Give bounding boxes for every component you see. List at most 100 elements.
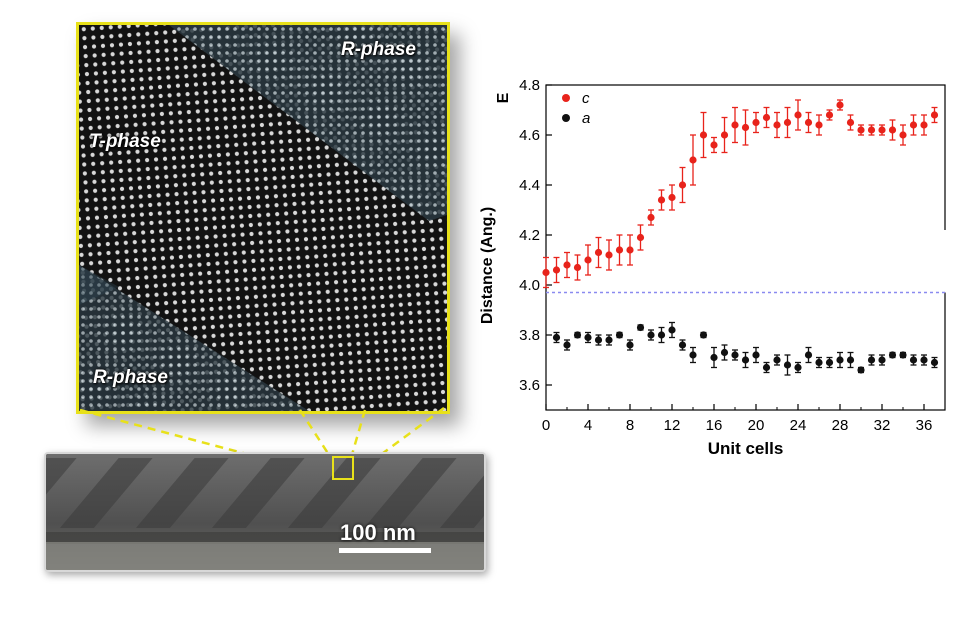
scale-bar-label: 100 nm [340, 520, 416, 545]
x-tick-label: 20 [748, 417, 765, 434]
data-point [636, 323, 645, 332]
scale-bar [339, 548, 431, 553]
data-point [836, 101, 844, 109]
data-point [689, 156, 697, 164]
x-tick-label: 0 [542, 417, 550, 434]
atomic-lattice-image [79, 25, 447, 411]
data-point [731, 351, 739, 359]
chart-series [542, 99, 939, 376]
data-point [752, 118, 760, 127]
legend-label-a: a [582, 110, 590, 127]
data-point [920, 356, 928, 364]
data-point [762, 363, 771, 372]
data-point [783, 118, 792, 127]
data-point [615, 246, 624, 254]
legend-marker-c [562, 94, 570, 102]
data-point [542, 268, 550, 277]
data-point [678, 181, 687, 189]
data-point [836, 356, 844, 364]
x-tick-label: 32 [874, 417, 891, 434]
chart-legend: ca [562, 90, 590, 127]
legend-marker-a [562, 114, 570, 122]
data-point [888, 126, 897, 134]
x-tick-label: 12 [664, 417, 681, 434]
y-tick-label: 3.8 [519, 327, 540, 344]
data-point [573, 331, 582, 339]
data-point [605, 251, 613, 259]
data-point [699, 131, 708, 139]
data-point [857, 366, 865, 374]
x-tick-label: 4 [584, 417, 592, 434]
data-point [678, 341, 687, 349]
data-point [804, 351, 813, 359]
data-point [878, 126, 886, 134]
data-point [825, 358, 834, 367]
data-point [636, 233, 645, 242]
data-point [867, 126, 876, 134]
y-axis-label: Distance (Ang.) [479, 207, 496, 324]
legend-label-c: c [582, 90, 590, 107]
data-point [594, 248, 603, 257]
y-tick-label: 4.6 [519, 127, 540, 144]
zoom-region-box [332, 456, 354, 480]
r-phase-label-bottom: R-phase [93, 367, 168, 388]
data-point [710, 141, 718, 149]
data-point [920, 121, 928, 129]
data-point [668, 193, 676, 202]
data-point [699, 331, 708, 339]
data-point [773, 121, 781, 129]
data-point [846, 118, 855, 127]
x-tick-label: 16 [706, 417, 723, 434]
data-point [909, 356, 918, 364]
data-point [930, 111, 939, 119]
y-tick-label: 4.0 [519, 277, 540, 294]
data-point [804, 118, 813, 127]
data-point [878, 356, 886, 364]
distance-chart: 3.6 3.8 4.0 4.2 4.4 4.6 4.8 0 4 8 12 16 20 24 28 32 36 c… [479, 77, 948, 458]
x-tick-label: 36 [916, 417, 933, 434]
data-point [573, 263, 582, 272]
data-point [552, 266, 561, 274]
data-point [720, 348, 729, 357]
data-point [741, 356, 750, 364]
data-point [668, 326, 676, 334]
data-point [867, 356, 876, 364]
data-point [825, 111, 834, 119]
data-point [846, 356, 855, 364]
data-point [657, 196, 666, 204]
data-point [731, 121, 739, 129]
stem-image: R-phase T-phase R-phase [76, 22, 450, 414]
data-point [584, 256, 592, 264]
data-point [930, 358, 939, 367]
data-point [710, 353, 718, 362]
data-point [563, 261, 571, 269]
data-point [857, 126, 865, 134]
r-phase-label-top: R-phase [341, 39, 416, 60]
panel-label: E [495, 92, 512, 103]
data-point [720, 131, 729, 139]
data-point [584, 333, 592, 342]
data-point [762, 113, 771, 122]
data-point [615, 331, 624, 339]
x-axis-label: Unit cells [708, 439, 784, 458]
data-point [626, 341, 634, 349]
data-point [647, 331, 655, 339]
data-point [552, 333, 561, 342]
data-point [657, 331, 666, 339]
data-point [899, 351, 907, 359]
y-tick-label: 4.8 [519, 77, 540, 94]
x-tick-label: 24 [790, 417, 807, 434]
t-phase-label: T-phase [89, 131, 161, 152]
sem-image [44, 452, 486, 572]
data-point [594, 336, 603, 344]
data-point [563, 341, 571, 349]
data-point [689, 351, 697, 359]
data-point [773, 356, 781, 364]
x-tick-label: 28 [832, 417, 849, 434]
y-tick-label: 4.2 [519, 227, 540, 244]
series-c [542, 99, 939, 289]
data-point [605, 336, 613, 344]
data-point [794, 111, 802, 119]
chart-axes: 3.6 3.8 4.0 4.2 4.4 4.6 4.8 0 4 8 12 16 20 24 28 32 36 [519, 77, 948, 434]
x-tick-label: 8 [626, 417, 634, 434]
